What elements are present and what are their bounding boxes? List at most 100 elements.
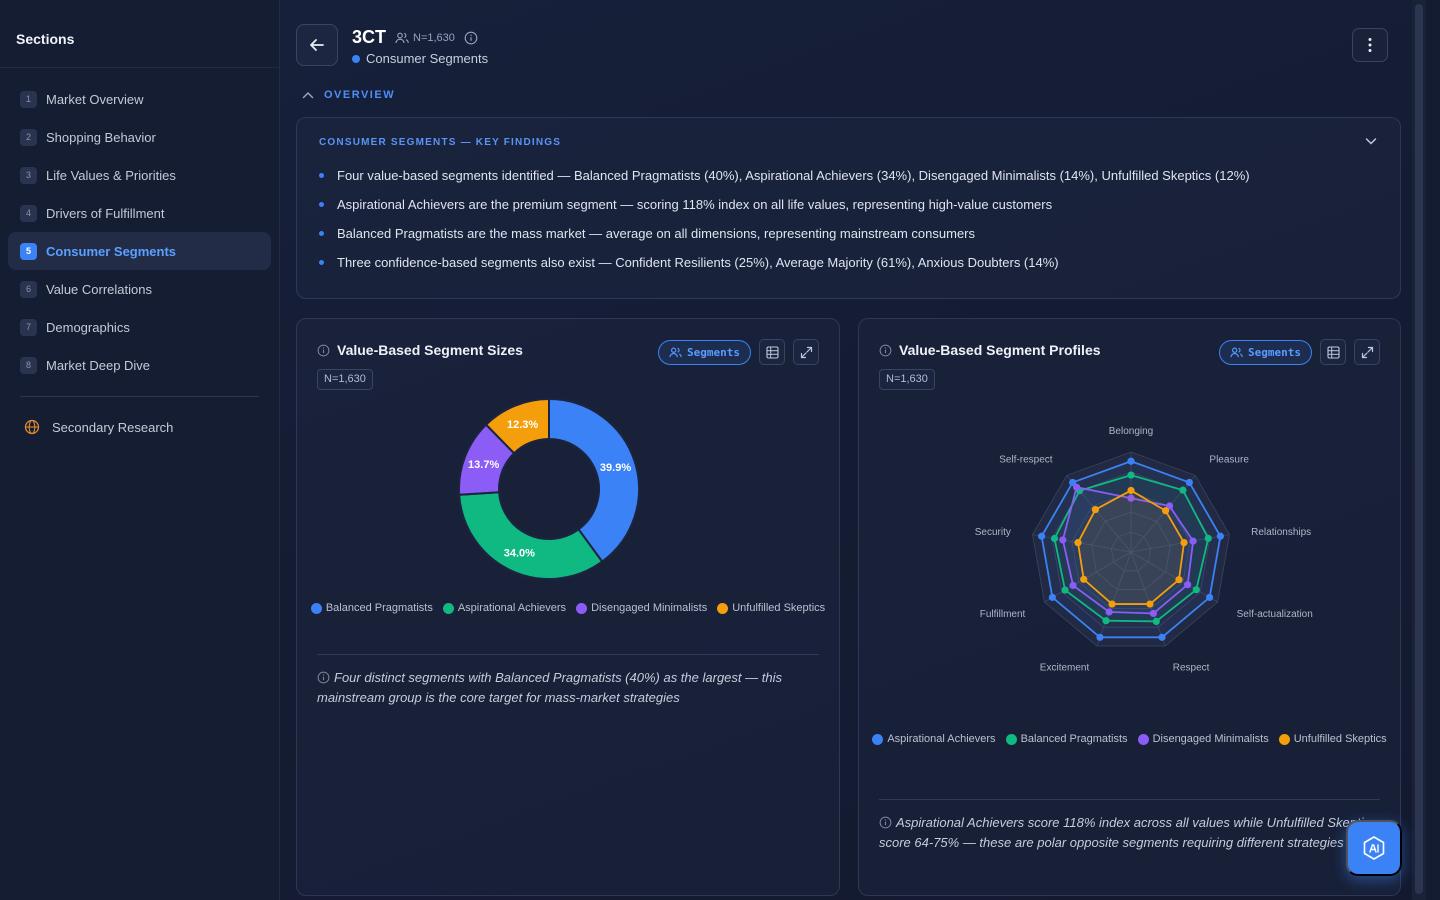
legend-item-donut-0[interactable]: Balanced Pragmatists: [310, 602, 433, 614]
table-view-button[interactable]: [759, 339, 785, 365]
chart-insight-note: Four distinct segments with Balanced Pra…: [317, 668, 819, 708]
finding-item: Balanced Pragmatists are the mass market…: [319, 224, 1250, 253]
radar-point-0-7[interactable]: [1038, 532, 1046, 540]
legend-swatch: [872, 733, 884, 745]
table-view-button[interactable]: [1320, 339, 1346, 365]
sidebar-item-number: 2: [20, 128, 37, 146]
radar-point-1-5[interactable]: [1102, 617, 1110, 625]
sidebar-item-drivers-of-fulfillment[interactable]: 4 Drivers of Fulfillment: [8, 194, 271, 232]
insight-text: Aspirational Achievers score 118% index …: [879, 815, 1377, 850]
radar-point-2-0[interactable]: [1127, 494, 1135, 502]
sidebar-item-shopping-behavior[interactable]: 2 Shopping Behavior: [8, 118, 271, 156]
ai-assistant-button[interactable]: [1346, 820, 1402, 876]
donut-data-label-2: 13.7%: [468, 459, 499, 471]
more-options-button[interactable]: [1352, 28, 1388, 62]
radar-point-0-3[interactable]: [1206, 593, 1214, 601]
info-icon[interactable]: [464, 31, 478, 45]
back-button[interactable]: [296, 24, 338, 66]
sidebar-item-secondary-research[interactable]: Secondary Research: [8, 413, 271, 441]
radar-series-3[interactable]: [1077, 489, 1185, 605]
radar-series-0[interactable]: [1040, 460, 1222, 639]
radar-point-1-1[interactable]: [1179, 486, 1187, 494]
radar-point-2-7[interactable]: [1059, 536, 1067, 544]
legend-item-radar-2[interactable]: Disengaged Minimalists: [1137, 733, 1269, 745]
radar-point-2-4[interactable]: [1149, 609, 1157, 618]
radar-axis-label-5: Excitement: [1040, 663, 1090, 674]
donut-slice-0[interactable]: [548, 397, 640, 564]
sidebar-item-label: Value Correlations: [46, 281, 152, 297]
donut-data-label-1: 34.0%: [504, 547, 535, 559]
radar-series-2[interactable]: [1061, 486, 1195, 615]
radar-point-0-4[interactable]: [1158, 633, 1166, 641]
radar-spoke-6: [1044, 551, 1132, 603]
radar-grid-ring-0: [1110, 531, 1152, 572]
radar-point-2-6[interactable]: [1069, 581, 1077, 590]
legend-item-donut-1[interactable]: Aspirational Achievers: [442, 602, 566, 614]
table-icon: [765, 345, 779, 359]
radar-point-0-2[interactable]: [1216, 532, 1224, 540]
radar-point-1-4[interactable]: [1152, 617, 1160, 625]
donut-slice-1[interactable]: [458, 491, 604, 580]
radar-point-3-1[interactable]: [1162, 507, 1170, 515]
radar-point-2-5[interactable]: [1105, 608, 1113, 616]
sidebar-item-demographics[interactable]: 7 Demographics: [8, 308, 271, 346]
overview-toggle[interactable]: OVERVIEW: [302, 89, 395, 101]
radar-point-2-3[interactable]: [1184, 581, 1192, 589]
expand-button[interactable]: [1354, 339, 1380, 365]
radar-point-3-0[interactable]: [1127, 486, 1135, 495]
radar-point-0-1[interactable]: [1185, 478, 1193, 487]
radar-point-1-2[interactable]: [1204, 534, 1212, 542]
radar-point-2-2[interactable]: [1189, 537, 1197, 545]
chart-insight-note: Aspirational Achievers score 118% index …: [879, 813, 1380, 853]
radar-point-2-8[interactable]: [1073, 483, 1081, 491]
radar-point-3-7[interactable]: [1074, 539, 1082, 547]
card-divider: [879, 799, 1380, 800]
radar-point-1-6[interactable]: [1061, 586, 1069, 594]
radar-point-3-8[interactable]: [1091, 505, 1099, 514]
radar-grid-ring-1: [1091, 511, 1171, 590]
legend-item-radar-1[interactable]: Balanced Pragmatists: [1005, 733, 1128, 745]
sidebar-item-life-values[interactable]: 3 Life Values & Priorities: [8, 156, 271, 194]
radar-point-3-3[interactable]: [1175, 576, 1183, 584]
info-icon[interactable]: [879, 344, 892, 357]
sidebar-item-market-deep-dive[interactable]: 8 Market Deep Dive: [8, 346, 271, 384]
legend-swatch: [1137, 733, 1149, 745]
radar-point-2-1[interactable]: [1165, 502, 1174, 510]
radar-point-3-4[interactable]: [1146, 600, 1154, 608]
info-icon[interactable]: [317, 344, 330, 357]
legend-item-donut-3[interactable]: Unfulfilled Skeptics: [717, 602, 825, 614]
legend-item-radar-3[interactable]: Unfulfilled Skeptics: [1278, 733, 1387, 745]
radar-point-0-8[interactable]: [1069, 478, 1077, 487]
scrollbar-thumb[interactable]: [1415, 4, 1423, 894]
sidebar-item-number: 5: [20, 242, 37, 260]
finding-item: Aspirational Achievers are the premium s…: [319, 195, 1250, 224]
radar-point-0-0[interactable]: [1127, 457, 1135, 465]
radar-spoke-4: [1130, 551, 1166, 647]
chevron-down-icon[interactable]: [1364, 134, 1378, 148]
table-icon: [1326, 345, 1340, 359]
legend-item-donut-2[interactable]: Disengaged Minimalists: [576, 602, 707, 614]
sidebar-item-value-correlations[interactable]: 6 Value Correlations: [8, 270, 271, 308]
info-icon: [879, 816, 892, 829]
sample-size-tag: N=1,630: [879, 369, 935, 390]
radar-point-0-6[interactable]: [1048, 593, 1056, 601]
radar-point-3-2[interactable]: [1180, 539, 1188, 547]
expand-button[interactable]: [793, 339, 819, 365]
radar-point-1-3[interactable]: [1192, 586, 1200, 594]
legend-item-radar-0[interactable]: Aspirational Achievers: [872, 733, 996, 745]
radar-point-1-0[interactable]: [1127, 471, 1135, 479]
sidebar-item-label: Market Deep Dive: [46, 357, 151, 373]
sidebar-item-number: 3: [20, 166, 37, 184]
segments-button[interactable]: Segments: [1219, 339, 1312, 365]
donut-slice-3[interactable]: [484, 397, 550, 455]
radar-point-1-7[interactable]: [1050, 534, 1059, 543]
sidebar-item-market-overview[interactable]: 1 Market Overview: [8, 80, 271, 118]
insight-text: Four distinct segments with Balanced Pra…: [317, 670, 782, 705]
scrollbar[interactable]: [1412, 0, 1426, 900]
sidebar-item-consumer-segments[interactable]: 5 Consumer Segments: [8, 232, 271, 270]
legend-swatch: [576, 602, 588, 614]
radar-point-3-5[interactable]: [1108, 600, 1116, 608]
radar-point-3-6[interactable]: [1080, 575, 1088, 583]
radar-point-0-5[interactable]: [1096, 633, 1104, 641]
segments-button[interactable]: Segments: [658, 339, 751, 365]
